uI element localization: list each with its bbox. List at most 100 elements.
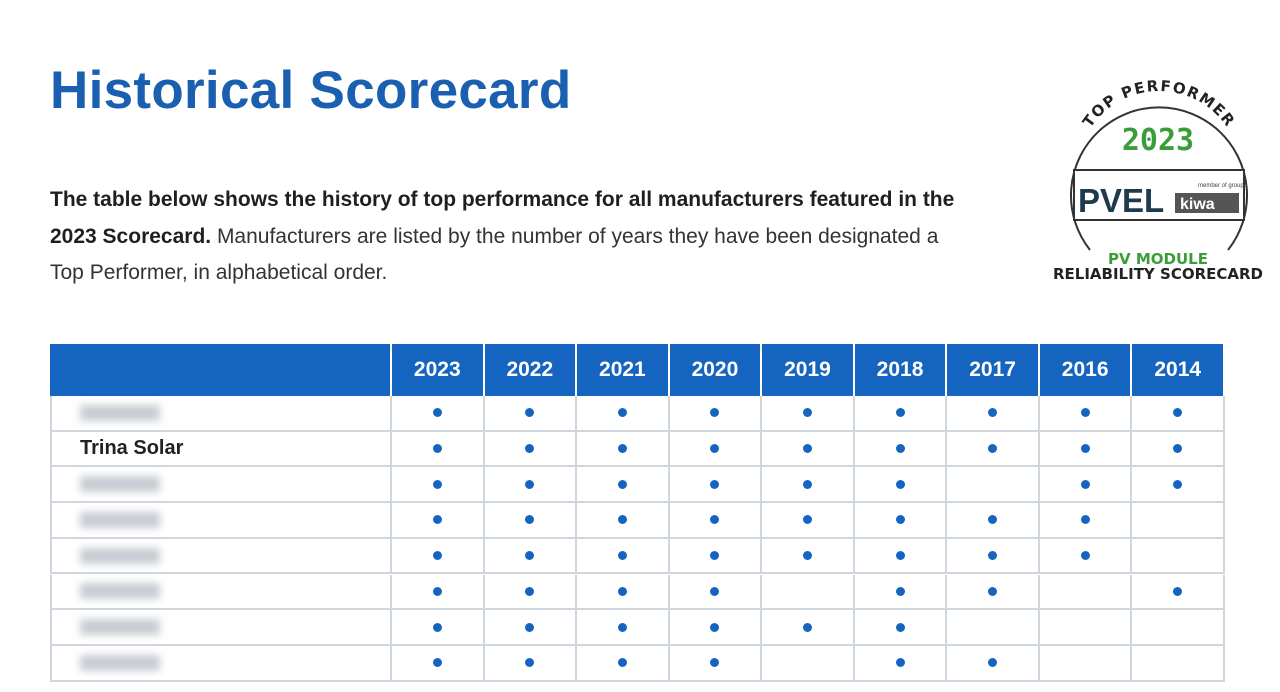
performer-dot	[617, 408, 627, 418]
performer-dot	[525, 479, 535, 489]
table-cell	[669, 538, 763, 575]
table-cell	[854, 431, 948, 468]
table-cell	[762, 503, 855, 539]
performer-dot	[895, 479, 905, 489]
table-cell	[484, 431, 578, 468]
table-cell	[669, 467, 763, 504]
table-cell	[762, 467, 855, 504]
performer-dot	[710, 444, 720, 454]
row-name	[50, 610, 392, 646]
performer-dot	[432, 551, 442, 561]
table-cell	[854, 574, 948, 611]
table-cell	[392, 610, 485, 646]
row-name	[50, 574, 392, 611]
redacted-name	[80, 583, 160, 600]
table-cell	[577, 645, 670, 682]
performer-dot	[432, 586, 442, 596]
performer-dot	[617, 515, 627, 525]
performer-dot	[710, 479, 720, 489]
table-cell	[947, 503, 1040, 539]
table-cell	[484, 503, 578, 539]
table-cell	[577, 610, 670, 646]
table-cell	[762, 431, 855, 468]
table-cell	[484, 574, 578, 611]
performer-dot	[525, 622, 535, 632]
performer-dot	[617, 551, 627, 561]
performer-dot	[432, 479, 442, 489]
performer-dot	[802, 408, 812, 418]
performer-dot	[432, 408, 442, 418]
badge-line2: RELIABILITY SCORECARD	[1053, 265, 1263, 283]
row-name	[50, 396, 392, 432]
performer-dot	[1173, 586, 1183, 596]
table-cell	[1132, 645, 1225, 682]
row-name: Trina Solar	[50, 431, 392, 468]
table-cell	[1132, 467, 1225, 504]
table-cell	[669, 610, 763, 646]
performer-dot	[988, 658, 998, 668]
performer-dot	[617, 658, 627, 668]
performer-dot	[988, 515, 998, 525]
performer-dot	[1080, 551, 1090, 561]
table-cell	[947, 538, 1040, 575]
table-cell	[577, 503, 670, 539]
performer-dot	[710, 658, 720, 668]
column-header: 2022	[484, 344, 578, 396]
column-header: 2023	[392, 344, 485, 396]
table-cell	[484, 467, 578, 504]
performer-dot	[432, 444, 442, 454]
table-cell	[1039, 645, 1133, 682]
performer-dot	[988, 551, 998, 561]
performer-dot	[525, 444, 535, 454]
table-cell	[484, 396, 578, 432]
performer-dot	[1080, 444, 1090, 454]
column-header: 2016	[1039, 344, 1133, 396]
table-cell	[1132, 538, 1225, 575]
row-name	[50, 538, 392, 575]
performer-dot	[617, 586, 627, 596]
column-header: 2014	[1132, 344, 1225, 396]
performer-dot	[525, 586, 535, 596]
table-cell	[392, 467, 485, 504]
performer-dot	[895, 622, 905, 632]
performer-dot	[710, 586, 720, 596]
table-cell	[392, 574, 485, 611]
table-cell	[854, 503, 948, 539]
performer-dot	[895, 551, 905, 561]
table-cell	[854, 610, 948, 646]
table-cell	[1039, 431, 1133, 468]
table-cell	[854, 467, 948, 504]
intro-text: Manufacturers are listed by the number o…	[50, 224, 939, 285]
performer-dot	[895, 515, 905, 525]
title: Historical Scorecard	[50, 61, 572, 120]
redacted-name	[80, 404, 160, 421]
table-cell	[392, 396, 485, 432]
table-cell	[1039, 574, 1133, 611]
badge-kiwa-bg	[1175, 193, 1239, 213]
performer-dot	[617, 479, 627, 489]
table-cell	[669, 396, 763, 432]
table-cell	[577, 431, 670, 468]
badge-group-note: member of group	[1198, 183, 1244, 189]
badge-year: 2023	[1122, 123, 1194, 158]
badge-line1: PV MODULE	[1108, 250, 1208, 268]
table-cell	[762, 538, 855, 575]
performer-dot	[525, 658, 535, 668]
badge-ring	[1070, 106, 1248, 251]
performer-dot	[1173, 479, 1183, 489]
row-name	[50, 467, 392, 504]
table-cell	[947, 396, 1040, 432]
table-cell	[577, 396, 670, 432]
column-header: 2017	[947, 344, 1040, 396]
table-cell	[577, 467, 670, 504]
badge-group: kiwa	[1180, 196, 1215, 213]
performer-dot	[802, 622, 812, 632]
table-cell	[577, 538, 670, 575]
table-cell	[669, 503, 763, 539]
table-cell	[762, 610, 855, 646]
table-cell	[1132, 503, 1225, 539]
performer-dot	[802, 515, 812, 525]
table-cell	[484, 645, 578, 682]
